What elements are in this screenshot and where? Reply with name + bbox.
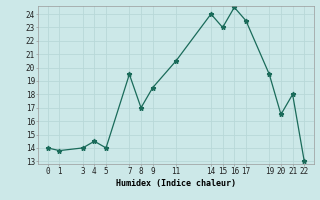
X-axis label: Humidex (Indice chaleur): Humidex (Indice chaleur) bbox=[116, 179, 236, 188]
